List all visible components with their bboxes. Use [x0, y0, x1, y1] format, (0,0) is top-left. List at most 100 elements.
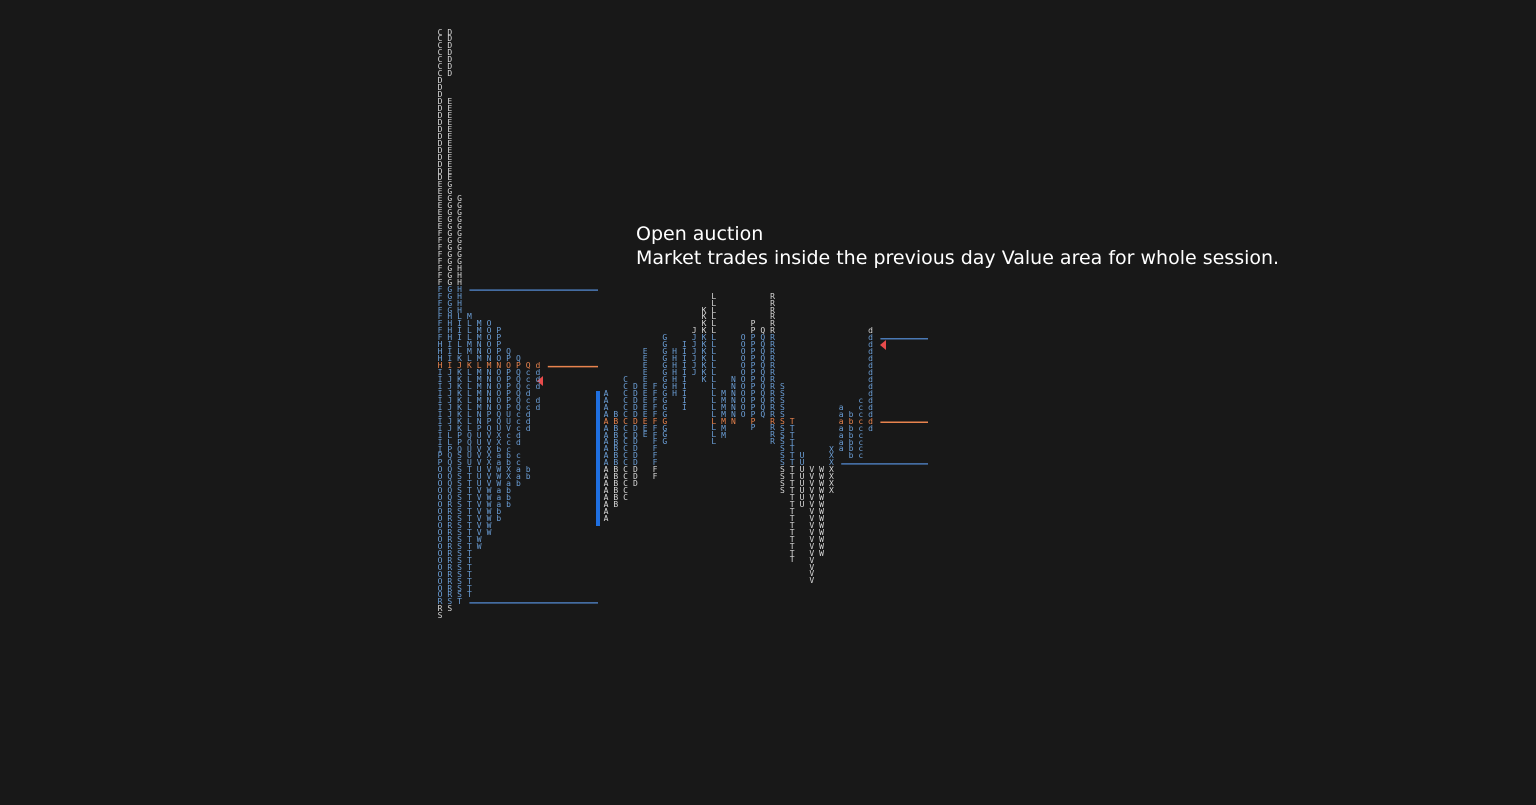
tpo-letter: c	[858, 416, 864, 426]
tpo-letter: d	[868, 402, 873, 412]
tpo-letter: M	[721, 402, 726, 412]
tpo-letter: D	[632, 479, 638, 489]
tpo-row: EGG	[437, 222, 467, 232]
tpo-row: RST	[437, 597, 467, 607]
tpo-letter: A	[603, 430, 609, 440]
tpo-letter: R	[770, 326, 775, 336]
tpo-letter: T	[789, 416, 795, 426]
tpo-letter: J	[691, 361, 697, 371]
tpo-row: ORST	[437, 576, 477, 586]
tpo-letter: V	[809, 534, 815, 544]
tpo-row: DE	[437, 159, 458, 169]
tpo-letter: Q	[760, 347, 766, 357]
tpo-letter: L	[711, 354, 717, 364]
tpo-row: DE	[437, 131, 458, 141]
tpo-letter: a	[838, 444, 844, 454]
tpo-row: EGG	[437, 215, 467, 225]
tpo-letter: K	[701, 367, 707, 377]
tpo-row: FHILMOP	[437, 326, 507, 336]
tpo-letter: d	[868, 361, 873, 371]
tpo-letter: V	[809, 541, 815, 551]
tpo-letter: E	[642, 423, 648, 433]
tpo-letter: F	[652, 458, 658, 468]
tpo-letter: G	[662, 409, 668, 419]
tpo-letter: b	[848, 409, 854, 419]
tpo-letter: O	[740, 402, 746, 412]
tpo-letter: A	[603, 416, 609, 426]
tpo-row: EG	[437, 187, 458, 197]
tpo-letter: b	[848, 416, 854, 426]
tpo-row: ORSTVW	[437, 520, 497, 530]
tpo-letter: R	[770, 354, 775, 364]
tpo-letter: K	[701, 361, 707, 371]
tpo-letter: V	[809, 493, 815, 503]
tpo-letter: E	[642, 388, 648, 398]
tpo-letter: W	[819, 493, 824, 503]
tpo-letter: G	[662, 354, 668, 364]
tpo-letter: D	[632, 416, 638, 426]
tpo-letter: D	[632, 430, 638, 440]
tpo-letter: K	[701, 374, 707, 384]
tpo-letter: T	[789, 451, 795, 461]
tpo-letter: d	[868, 416, 873, 426]
tpo-letter: b	[848, 444, 854, 454]
tpo-letter: P	[750, 333, 756, 343]
tpo-letter: G	[662, 402, 668, 412]
tpo-row: ORST	[437, 569, 477, 579]
tpo-row: D	[437, 90, 448, 100]
tpo-letter: d	[868, 326, 873, 336]
tpo-letter: A	[603, 499, 609, 509]
tpo-letter: D	[632, 472, 638, 482]
tpo-letter: E	[642, 402, 648, 412]
tpo-letter: F	[652, 437, 658, 447]
tpo-row: ORSTVWb	[437, 514, 507, 524]
tpo-letter: P	[750, 374, 756, 384]
tpo-letter: D	[632, 444, 638, 454]
tpo-letter: H	[672, 368, 677, 378]
tpo-letter: V	[809, 479, 815, 489]
tpo-letter: a	[838, 423, 844, 433]
tpo-row: FGG	[437, 249, 467, 259]
tpo-letter: M	[721, 395, 726, 405]
tpo-letter: a	[838, 409, 844, 419]
tpo-letter: W	[819, 507, 824, 516]
tpo-letter: D	[632, 409, 638, 419]
tpo-letter: L	[711, 367, 717, 377]
tpo-letter: C	[623, 437, 628, 447]
tpo-row: RS	[437, 604, 458, 614]
tpo-letter: N	[730, 381, 736, 391]
tpo-letter: W	[819, 486, 824, 496]
tpo-letter: A	[603, 388, 609, 398]
tpo-row: IJKLMNOPQcd	[437, 375, 546, 385]
tpo-letter: T	[789, 541, 795, 551]
tpo-letter: P	[750, 388, 756, 398]
tpo-letter: C	[623, 451, 628, 461]
tpo-row: FGG	[437, 256, 467, 266]
tpo-letter: V	[809, 555, 815, 565]
tpo-letter: E	[642, 347, 648, 357]
tpo-letter: N	[730, 388, 736, 398]
tpo-letter: a	[838, 437, 844, 447]
tpo-letter: S	[779, 444, 785, 454]
tpo-letter: O	[740, 374, 746, 384]
tpo-letter: T	[789, 437, 795, 447]
tpo-letter: O	[740, 368, 746, 377]
tpo-letter: C	[623, 465, 628, 475]
tpo-letter: W	[819, 513, 824, 523]
tpo-letter: L	[711, 388, 717, 398]
tpo-letter: N	[730, 395, 736, 405]
tpo-letter: W	[819, 534, 824, 544]
tpo-letter: S	[779, 458, 785, 468]
tpo-row: FGH	[437, 284, 467, 294]
tpo-letter: I	[681, 340, 687, 350]
tpo-letter: C	[623, 479, 628, 489]
tpo-letter: F	[652, 416, 658, 426]
